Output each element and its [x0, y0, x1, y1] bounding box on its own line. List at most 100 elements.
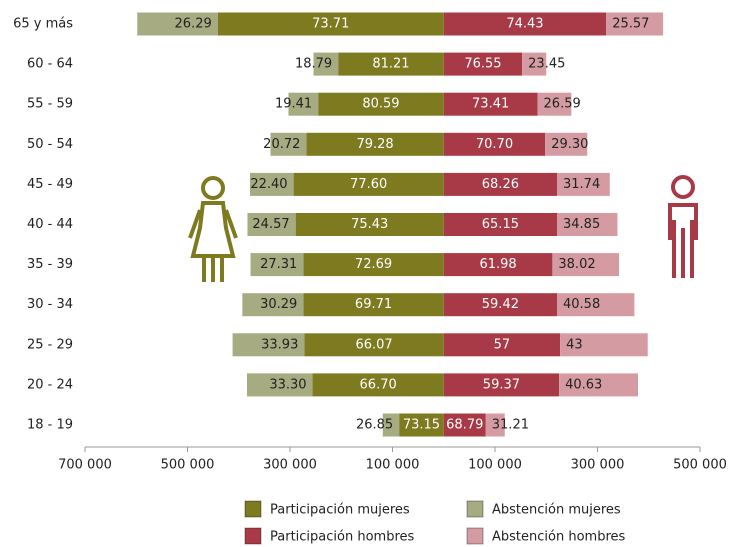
bar	[443, 333, 561, 357]
y-tick-label: 55 - 59	[27, 97, 73, 112]
data-label: 66.07	[355, 337, 392, 352]
data-label: 26.59	[544, 97, 581, 112]
x-tick-label: 500 000	[161, 458, 215, 473]
woman-icon	[188, 176, 238, 282]
data-label: 57	[494, 337, 511, 352]
x-tick-label: 100 000	[366, 458, 420, 473]
y-tick-label: 50 - 54	[27, 137, 73, 152]
data-label: 27.31	[260, 257, 297, 272]
bar	[137, 12, 218, 36]
bar	[443, 12, 607, 36]
data-label: 38.02	[558, 257, 595, 272]
y-tick-label: 20 - 24	[27, 377, 73, 392]
data-label: 31.21	[492, 418, 529, 433]
data-label: 31.74	[563, 177, 600, 192]
data-label: 79.28	[356, 137, 393, 152]
data-label: 43	[566, 337, 583, 352]
bar	[306, 132, 444, 156]
data-label: 72.69	[355, 257, 392, 272]
bar	[443, 213, 558, 236]
data-label: 33.30	[269, 377, 306, 392]
data-label: 76.55	[464, 57, 501, 72]
bar	[318, 92, 444, 116]
data-label: 75.43	[351, 217, 388, 232]
legend-label: Participación mujeres	[270, 503, 410, 518]
y-tick-label: 35 - 39	[27, 257, 73, 272]
data-label: 40.58	[563, 297, 600, 312]
data-label: 26.85	[356, 418, 393, 433]
bar	[443, 253, 553, 277]
data-label: 29.30	[551, 137, 588, 152]
data-label: 34.85	[563, 217, 600, 232]
data-label: 24.57	[252, 217, 289, 232]
bar	[559, 373, 638, 397]
bar	[270, 132, 307, 156]
bar	[304, 333, 444, 357]
x-tick-label: 100 000	[468, 458, 522, 473]
bar	[443, 132, 546, 156]
data-label: 70.70	[476, 137, 513, 152]
data-label: 19.41	[275, 97, 312, 112]
data-label: 33.93	[261, 337, 298, 352]
data-label: 65.15	[482, 217, 519, 232]
y-tick-label: 60 - 64	[27, 57, 73, 72]
bar	[443, 52, 523, 76]
bar	[247, 213, 296, 236]
y-tick-label: 45 - 49	[27, 177, 73, 192]
bar	[313, 52, 339, 76]
bar	[557, 293, 635, 317]
data-label: 23.45	[528, 57, 565, 72]
bar	[217, 12, 444, 36]
data-label: 25.57	[612, 17, 649, 32]
bar	[522, 52, 547, 76]
legend-label: Abstención mujeres	[492, 503, 621, 518]
man-icon	[668, 175, 698, 278]
bar	[293, 172, 444, 196]
bar	[338, 52, 444, 76]
data-label: 68.26	[482, 177, 519, 192]
data-label: 22.40	[250, 177, 287, 192]
bar	[242, 293, 304, 317]
legend-swatch	[244, 500, 262, 518]
bar	[288, 92, 319, 116]
x-tick-label: 300 000	[263, 458, 317, 473]
legend-label: Participación hombres	[270, 530, 415, 545]
y-tick-label: 40 - 44	[27, 217, 73, 232]
bar	[485, 413, 505, 437]
data-label: 30.29	[260, 297, 297, 312]
data-label: 61.98	[479, 257, 516, 272]
bar	[443, 172, 558, 196]
data-label: 59.37	[483, 377, 520, 392]
bar	[443, 413, 486, 437]
data-label: 81.21	[372, 57, 409, 72]
data-label: 26.29	[175, 17, 212, 32]
legend-swatch	[244, 527, 262, 545]
bar	[303, 293, 444, 317]
bar	[560, 333, 648, 357]
data-label: 73.41	[472, 97, 509, 112]
bar	[443, 92, 538, 116]
x-tick-label: 500 000	[673, 458, 727, 473]
legend-swatch	[466, 500, 484, 518]
bar	[382, 413, 400, 437]
data-label: 73.15	[403, 418, 440, 433]
bar	[443, 373, 560, 397]
legend-swatch	[466, 527, 484, 545]
bar	[303, 253, 444, 277]
bar	[557, 213, 618, 236]
data-label: 77.60	[350, 177, 387, 192]
data-label: 80.59	[362, 97, 399, 112]
bar	[250, 253, 304, 277]
bar	[232, 333, 305, 357]
bar	[557, 172, 610, 196]
bar	[246, 373, 313, 397]
y-tick-label: 65 y más	[13, 17, 73, 32]
x-tick-label: 300 000	[571, 458, 625, 473]
bar	[606, 12, 664, 36]
data-label: 40.63	[565, 377, 602, 392]
legend-label: Abstención hombres	[492, 530, 626, 545]
data-label: 68.79	[446, 418, 483, 433]
bar	[552, 253, 620, 277]
bar	[443, 293, 558, 317]
